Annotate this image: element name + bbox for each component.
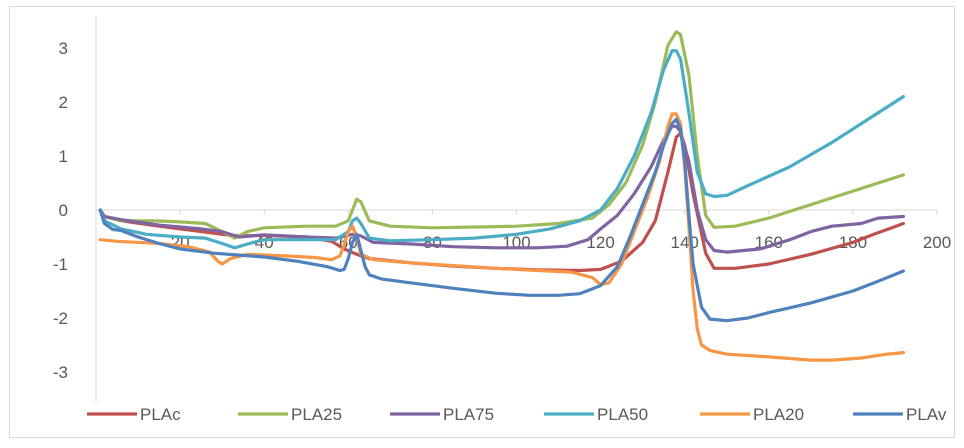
series-line-plav — [98, 117, 905, 323]
y-tick-label: 2 — [59, 93, 68, 112]
x-tick-label: 140 — [671, 233, 699, 252]
x-tick-label: 80 — [423, 233, 442, 252]
y-tick-label: -2 — [53, 309, 68, 328]
legend-label-pla25: PLA25 — [291, 405, 342, 424]
x-tick-label: 40 — [255, 233, 274, 252]
y-tick-label: -3 — [53, 363, 68, 382]
series-line-pla75 — [98, 124, 905, 254]
legend-label-plav: PLAv — [906, 405, 947, 424]
x-tick-label: 200 — [923, 233, 951, 252]
y-tick-label: 0 — [59, 201, 68, 220]
series-line-pla50 — [98, 49, 905, 250]
legend-label-plac: PLAc — [140, 405, 181, 424]
series-layer — [98, 30, 905, 362]
legend-label-pla75: PLA75 — [443, 405, 494, 424]
legend: PLAc PLA25 PLA75 PLA50 PLA20 PLAv — [87, 405, 947, 424]
y-tick-label: -1 — [53, 255, 68, 274]
x-tick-label: 120 — [586, 233, 614, 252]
series-line-pla25 — [98, 30, 905, 240]
y-tick-label: 3 — [59, 39, 68, 58]
legend-label-pla50: PLA50 — [597, 405, 648, 424]
y-tick-label: 1 — [59, 147, 68, 166]
legend-label-pla20: PLA20 — [753, 405, 804, 424]
